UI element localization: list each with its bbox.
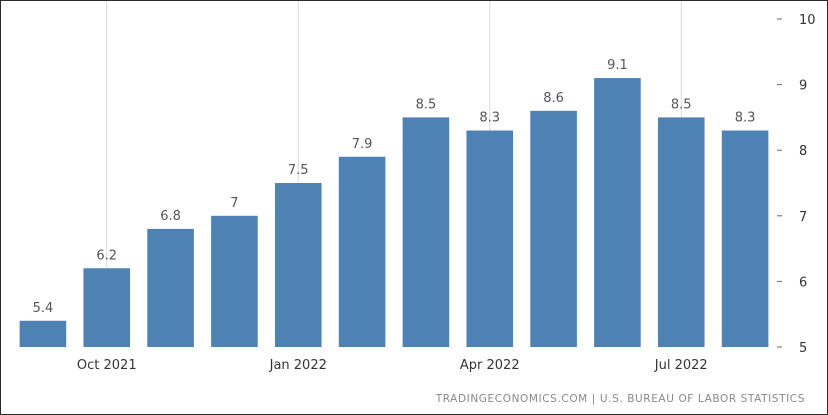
bar — [402, 117, 450, 348]
bar — [274, 183, 322, 347]
y-tick-label: 7 — [799, 210, 807, 225]
bar — [721, 130, 769, 347]
bar — [211, 215, 258, 347]
data-label: 5.4 — [33, 301, 54, 316]
data-label: 9.1 — [607, 58, 628, 73]
y-tick-label: 8 — [799, 144, 807, 159]
bar — [83, 268, 131, 347]
bar — [19, 320, 67, 347]
x-tick-label: Apr 2022 — [460, 358, 520, 373]
data-label: 6.8 — [160, 209, 181, 224]
bars — [19, 78, 769, 348]
data-label: 7.9 — [352, 137, 373, 152]
y-tick-label: 6 — [799, 275, 807, 290]
x-tick-label: Jul 2022 — [654, 358, 708, 373]
x-tick-label: Oct 2021 — [77, 358, 137, 373]
bar — [466, 130, 514, 347]
data-labels: 5.4 6.2 6.8 7 7.5 7.9 8.5 8.3 8.6 9.1 8.5 8.3 — [33, 58, 756, 316]
data-label: 8.3 — [735, 111, 756, 126]
bar — [338, 156, 386, 347]
bar — [147, 228, 194, 347]
bar — [657, 117, 705, 348]
bar — [530, 110, 577, 347]
source-credit: TRADINGECONOMICS.COM | U.S. BUREAU OF LA… — [435, 393, 805, 405]
x-tick-label: Jan 2022 — [269, 358, 327, 373]
y-tick-label: 5 — [799, 341, 807, 356]
y-axis-ticks: 5 6 7 8 9 10 — [777, 13, 816, 356]
y-tick-label: 9 — [799, 79, 807, 94]
data-label: 8.5 — [671, 97, 692, 112]
data-label: 6.2 — [96, 248, 117, 263]
data-label: 8.3 — [479, 111, 500, 126]
data-label: 8.6 — [543, 91, 564, 106]
y-tick-label: 10 — [799, 13, 816, 28]
data-label: 8.5 — [416, 97, 437, 112]
x-axis-ticks: Oct 2021 Jan 2022 Apr 2022 Jul 2022 — [77, 358, 708, 373]
bar — [594, 78, 641, 347]
data-label: 7 — [230, 196, 238, 211]
data-label: 7.5 — [288, 163, 309, 178]
